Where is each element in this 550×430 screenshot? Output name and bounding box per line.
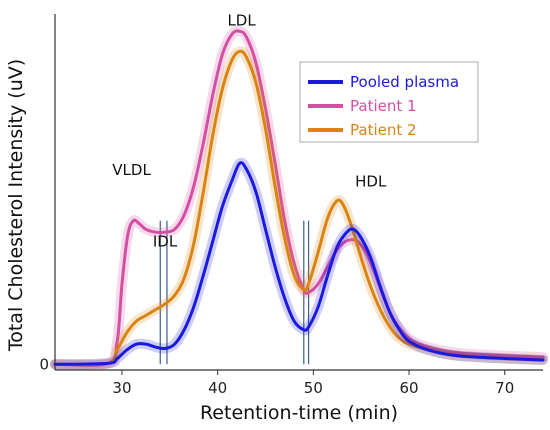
x-tick-label: 30 (112, 379, 131, 397)
legend-label: Patient 2 (350, 121, 417, 139)
x-tick-label: 60 (399, 379, 418, 397)
x-axis-title: Retention-time (min) (200, 402, 398, 424)
series-lines (50, 25, 548, 371)
peak-label: VLDL (112, 161, 151, 179)
legend-label: Pooled plasma (350, 73, 459, 91)
peak-label: LDL (227, 11, 256, 29)
x-tick-label: 50 (304, 379, 323, 397)
peak-label: IDL (153, 233, 178, 251)
x-tick-label: 70 (495, 379, 514, 397)
x-tick-label: 40 (208, 379, 227, 397)
x-ticks: 30 40 50 60 70 (112, 370, 514, 397)
y-axis-title: Total Cholesterol Intensity (uV) (5, 59, 27, 352)
legend-label: Patient 1 (350, 97, 417, 115)
y-tick-label: 0 (39, 355, 49, 373)
series-line (53, 49, 545, 367)
series-line (53, 161, 545, 366)
peak-annotations: VLDL IDL LDL HDL (112, 11, 387, 250)
legend: Pooled plasma Patient 1 Patient 2 (299, 61, 479, 143)
peak-label: HDL (355, 172, 387, 190)
y-ticks: 0 (39, 355, 49, 373)
legend-items: Pooled plasma Patient 1 Patient 2 (308, 73, 459, 139)
